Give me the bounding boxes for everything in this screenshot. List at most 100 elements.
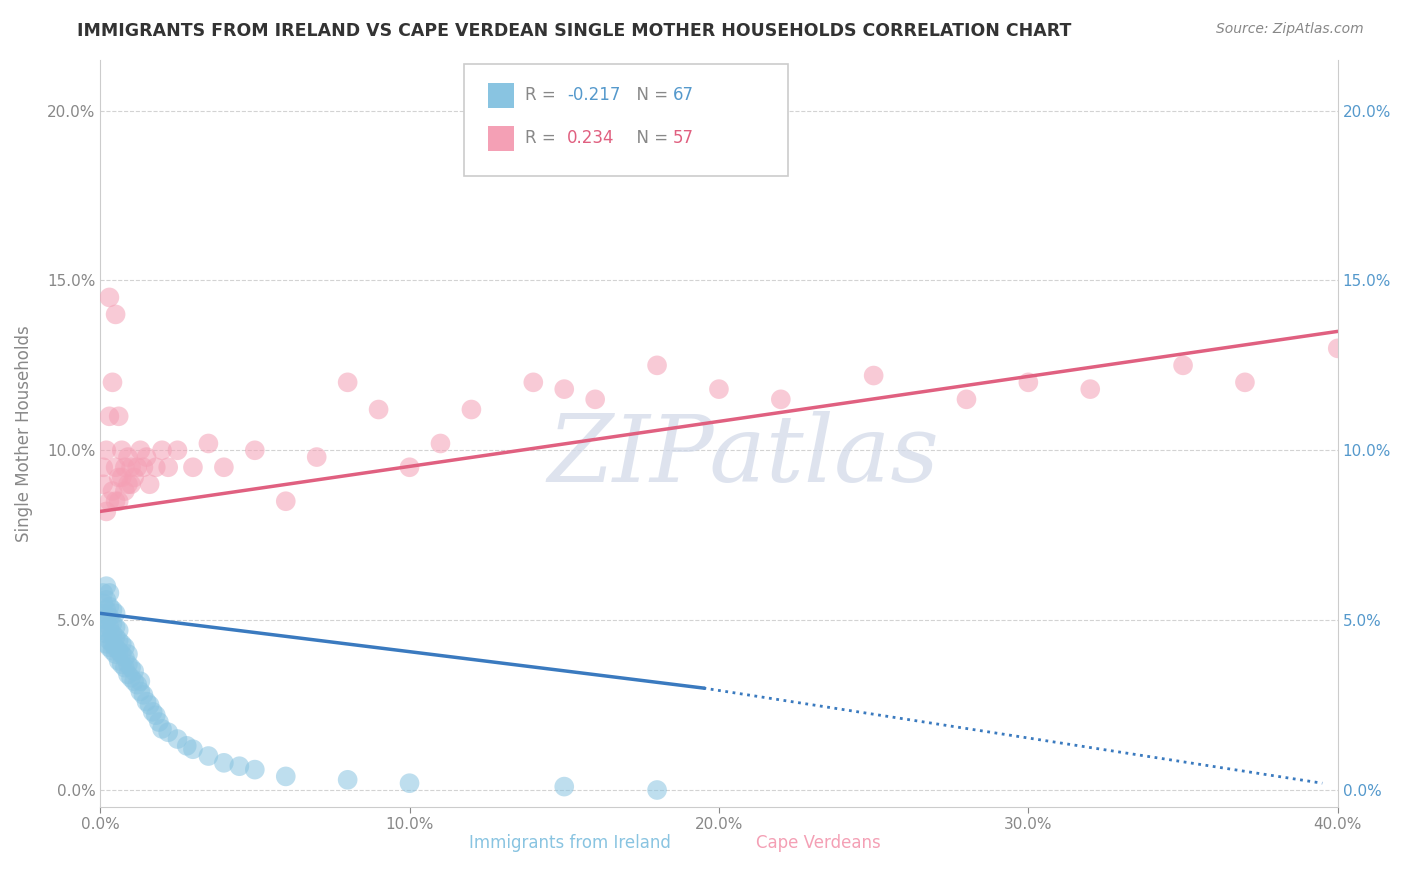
Point (98, 494, 121, 508)
Point (135, 450, 157, 464)
Point (197, 749, 219, 764)
Point (101, 637, 124, 651)
Point (114, 640, 136, 655)
Point (98, 290, 121, 304)
Text: Cape Verdeans: Cape Verdeans (755, 834, 880, 852)
Point (117, 477, 139, 491)
Point (111, 637, 134, 651)
Point (243, 763, 266, 777)
Point (91, 586, 114, 600)
Point (305, 450, 328, 464)
Point (645, 783, 668, 797)
Point (1233, 376, 1256, 390)
Point (166, 732, 188, 747)
Point (98, 640, 121, 655)
Point (104, 460, 127, 475)
Point (1171, 359, 1194, 373)
Point (645, 359, 668, 373)
Point (117, 647, 139, 661)
Text: 0.234: 0.234 (567, 129, 614, 147)
Text: 57: 57 (672, 129, 693, 147)
Text: -0.217: -0.217 (567, 87, 620, 104)
Point (114, 460, 136, 475)
Point (157, 725, 180, 739)
Point (104, 607, 127, 621)
Point (96, 579, 118, 593)
Point (120, 477, 142, 491)
Point (96, 592, 118, 607)
Point (91, 607, 114, 621)
Point (107, 409, 129, 424)
Point (114, 650, 136, 665)
Text: N =: N = (626, 87, 673, 104)
Point (132, 460, 155, 475)
Point (127, 678, 149, 692)
Point (176, 739, 198, 753)
Y-axis label: Single Mother Households: Single Mother Households (15, 325, 32, 541)
Point (107, 633, 129, 648)
Point (111, 657, 134, 672)
Point (522, 376, 544, 390)
Point (212, 756, 235, 770)
Point (104, 307, 127, 321)
Point (107, 624, 129, 638)
Point (429, 436, 451, 450)
Point (111, 647, 134, 661)
Point (1326, 342, 1348, 356)
Point (91, 477, 114, 491)
Point (117, 667, 139, 681)
Text: R =: R = (524, 129, 561, 147)
Point (707, 382, 730, 396)
Text: IMMIGRANTS FROM IRELAND VS CAPE VERDEAN SINGLE MOTHER HOUSEHOLDS CORRELATION CHA: IMMIGRANTS FROM IRELAND VS CAPE VERDEAN … (77, 22, 1071, 40)
Point (135, 695, 157, 709)
Point (111, 470, 134, 484)
Text: R =: R = (524, 87, 561, 104)
Point (101, 643, 124, 657)
Point (104, 494, 127, 508)
Point (583, 392, 606, 407)
Point (101, 626, 124, 640)
Point (122, 674, 145, 689)
Point (120, 661, 142, 675)
Point (129, 684, 152, 698)
Point (398, 460, 420, 475)
Point (98, 599, 121, 614)
Point (117, 657, 139, 672)
Point (367, 402, 389, 417)
Point (104, 647, 127, 661)
Point (243, 443, 266, 458)
Point (228, 759, 250, 773)
Point (96, 637, 118, 651)
Text: N =: N = (626, 129, 673, 147)
Point (98, 633, 121, 648)
Point (96, 603, 118, 617)
Point (96, 626, 118, 640)
Point (101, 483, 124, 498)
Point (150, 443, 173, 458)
Point (212, 460, 235, 475)
Point (955, 392, 977, 407)
Point (117, 450, 139, 464)
Text: 67: 67 (672, 87, 693, 104)
Point (91, 460, 114, 475)
Point (104, 620, 127, 634)
Point (96, 613, 118, 627)
Text: ZIPatlas: ZIPatlas (548, 410, 939, 500)
Point (1017, 376, 1039, 390)
Point (101, 376, 124, 390)
Point (553, 780, 575, 794)
Point (104, 630, 127, 644)
Point (96, 504, 118, 518)
Point (90, 624, 112, 638)
Point (132, 688, 155, 702)
Point (553, 382, 575, 396)
Point (114, 483, 136, 498)
Point (145, 708, 167, 723)
Point (91, 596, 114, 610)
Point (862, 368, 884, 383)
Point (98, 409, 121, 424)
Point (150, 722, 173, 736)
Point (120, 671, 142, 685)
Point (120, 460, 142, 475)
Point (398, 776, 420, 790)
